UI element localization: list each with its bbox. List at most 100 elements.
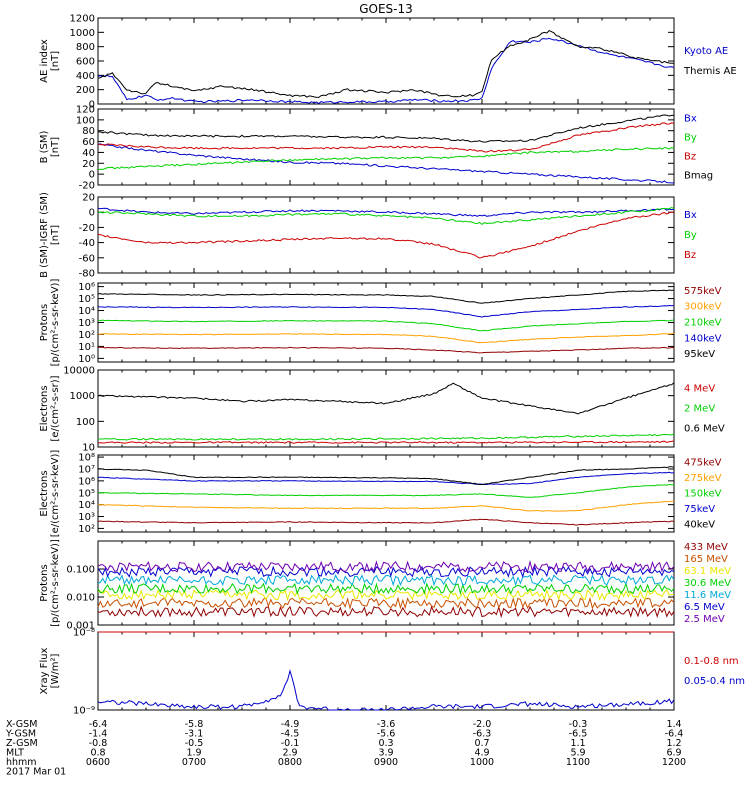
y-tick-label: 1000: [70, 28, 95, 39]
legend-entry: 0.1-0.8 nm: [684, 656, 739, 667]
plot-title: GOES-13: [359, 2, 413, 16]
y-tick-label: 10⁰: [78, 354, 95, 365]
time-axis-value: -0.5: [185, 738, 204, 749]
legend-entry: 2.5 MeV: [684, 614, 725, 625]
time-axis-value: 0800: [278, 757, 302, 768]
y-tick-label: -20: [79, 181, 95, 192]
time-axis-row-label: Y-GSM: [5, 729, 36, 740]
time-axis-value: 1.4: [666, 719, 681, 730]
time-axis-value: 1100: [566, 757, 590, 768]
series-line: [97, 332, 675, 344]
y-tick-label: 10⁶: [78, 282, 95, 293]
time-axis-value: 0700: [182, 757, 206, 768]
y-tick-label: 10³: [78, 512, 95, 523]
legend-entry: Bx: [684, 210, 697, 221]
time-axis-value: -5.8: [185, 719, 204, 730]
series-line: [97, 30, 675, 98]
y-tick-label: 100: [76, 115, 95, 126]
time-axis-value: 5.9: [570, 748, 585, 759]
time-axis-value: -0.8: [89, 738, 108, 749]
legend-entry: Kyoto AE: [684, 46, 728, 57]
time-axis-value: 1.9: [186, 748, 201, 759]
legend-entry: 475keV: [684, 458, 722, 469]
legend-entry: 2 MeV: [684, 404, 715, 415]
legend-entry: 140keV: [684, 333, 722, 344]
time-axis-value: -6.4: [89, 719, 108, 730]
y-tick-label: -60: [79, 253, 95, 264]
y-axis-label: B (SM): [39, 130, 50, 163]
legend-entry: 210keV: [684, 318, 722, 329]
series-line: [97, 559, 675, 574]
time-axis-value: -4.5: [281, 729, 300, 740]
series-line: [97, 122, 675, 153]
y-tick-label: 1200: [70, 14, 95, 25]
y-axis-label: [p/(cm²-s-sr-keV)]: [50, 279, 61, 367]
legend-entry: 6.5 MeV: [684, 602, 725, 613]
y-axis-label: [nT]: [50, 225, 61, 245]
series-line: [97, 304, 675, 318]
legend-entry: 150keV: [684, 489, 722, 500]
y-tick-label: 10⁶: [78, 476, 95, 487]
y-tick-label: 10³: [78, 318, 95, 329]
time-axis-value: 0.8: [90, 748, 105, 759]
legend-entry: 95keV: [684, 349, 715, 360]
y-tick-label: 10⁴: [78, 500, 95, 511]
series-line: [97, 346, 675, 354]
y-tick-label: -40: [79, 238, 95, 249]
y-tick-label: 60: [82, 137, 95, 148]
time-axis-value: -0.3: [569, 719, 588, 730]
time-axis-value: 1200: [662, 757, 686, 768]
series-line: [97, 207, 675, 217]
time-axis-value: -5.6: [377, 729, 396, 740]
series-line: [97, 319, 675, 332]
legend-entry: Bz: [684, 250, 696, 261]
time-axis-row-label: hhmm: [6, 757, 37, 768]
series-line: [97, 382, 675, 415]
series-line: [97, 565, 675, 579]
time-axis-value: -4.9: [281, 719, 300, 730]
y-tick-label: -80: [79, 269, 95, 280]
y-tick-label: 800: [76, 42, 95, 53]
legend-entry: 433 MeV: [684, 542, 728, 553]
series-line: [97, 37, 675, 105]
y-tick-label: 80: [82, 126, 95, 137]
time-axis-value: -3.6: [377, 719, 396, 730]
legend-entry: 40keV: [684, 519, 715, 530]
time-axis-value: 4.9: [474, 748, 489, 759]
legend-entry: 275keV: [684, 473, 722, 484]
time-axis-value: -1.4: [89, 729, 108, 740]
series-line: [97, 289, 675, 304]
y-tick-label: 10⁴: [78, 306, 95, 317]
series-line: [98, 433, 675, 441]
y-tick-label: 10⁵: [78, 488, 95, 499]
y-tick-label: 0.100: [66, 565, 95, 576]
legend-entry: 165 MeV: [684, 554, 728, 565]
y-tick-label: 40: [82, 148, 95, 159]
series-line: [98, 605, 675, 619]
series-line: [97, 574, 675, 587]
legend-entry: 575keV: [684, 286, 722, 297]
y-axis-label: Electrons: [39, 470, 50, 516]
time-axis-value: 1.1: [570, 738, 585, 749]
time-axis-value: -6.5: [569, 729, 588, 740]
legend-entry: 11.6 MeV: [684, 590, 731, 601]
time-axis-value: -6.3: [473, 729, 492, 740]
panel-frame: [97, 196, 675, 274]
y-axis-label: Protons: [39, 564, 50, 601]
series-line: [97, 582, 675, 596]
y-axis-label: [nT]: [50, 137, 61, 157]
legend-entry: By: [684, 133, 697, 144]
y-tick-label: 10: [82, 443, 95, 454]
y-tick-label: 10⁷: [78, 464, 95, 475]
y-tick-label: 10⁻⁹: [73, 706, 95, 717]
legend-entry: Themis AE: [683, 66, 737, 77]
y-tick-label: 10⁻⁸: [73, 628, 95, 639]
series-line: [97, 483, 675, 498]
time-axis-value: 0900: [374, 757, 398, 768]
y-tick-label: 0: [89, 170, 95, 181]
y-axis-label: [nT]: [50, 51, 61, 71]
time-axis-value: -2.0: [473, 719, 492, 730]
panel-frame: [97, 631, 675, 711]
legend-entry: Bx: [684, 114, 697, 125]
y-tick-label: 0: [89, 208, 95, 219]
